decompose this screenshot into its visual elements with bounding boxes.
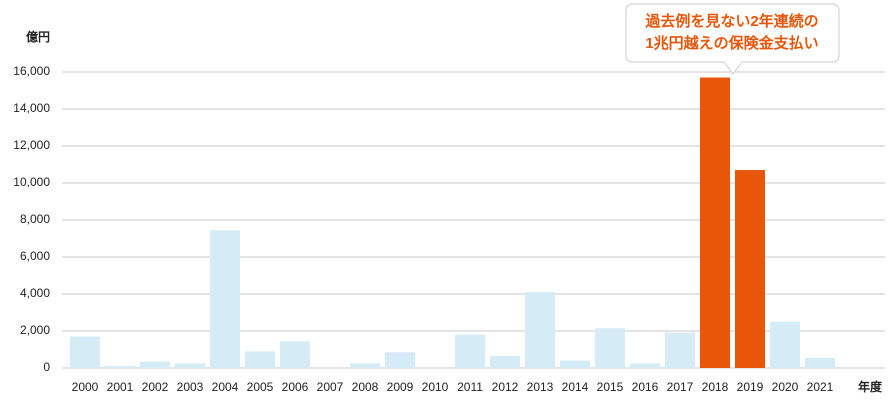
x-tick-label: 2006 [282, 380, 309, 394]
bar [490, 355, 520, 368]
x-tick-label: 2014 [562, 380, 589, 394]
bar [665, 332, 695, 368]
y-tick-label: 14,000 [13, 101, 50, 115]
annotation-line: 1兆円越えの保険金支払い [645, 34, 818, 52]
bar [560, 360, 590, 368]
x-tick-label: 2015 [597, 380, 624, 394]
x-tick-label: 2003 [177, 380, 204, 394]
y-tick-label: 0 [43, 360, 50, 374]
bar [385, 352, 415, 368]
bar [140, 361, 170, 368]
x-tick-label: 2013 [527, 380, 554, 394]
x-tick-label: 2007 [317, 380, 344, 394]
bar [735, 170, 765, 368]
x-tick-label: 2010 [422, 380, 449, 394]
y-axis-label: 億円 [26, 29, 50, 44]
x-tick-label: 2019 [737, 380, 764, 394]
y-tick-label: 12,000 [13, 138, 50, 152]
annotation-line: 過去例を見ない2年連続の [644, 12, 818, 30]
y-tick-label: 8,000 [20, 212, 50, 226]
bar [105, 366, 135, 368]
x-tick-label: 2020 [772, 380, 799, 394]
x-tick-label: 2001 [107, 380, 134, 394]
x-tick-label: 2017 [667, 380, 694, 394]
y-tick-label: 2,000 [20, 323, 50, 337]
x-tick-label: 2002 [142, 380, 169, 394]
y-tick-label: 4,000 [20, 286, 50, 300]
x-tick-label: 2009 [387, 380, 414, 394]
bar [175, 363, 205, 368]
bar [770, 321, 800, 368]
bar [525, 292, 555, 368]
callout-box [625, 3, 840, 75]
x-tick-label: 2008 [352, 380, 379, 394]
x-tick-label: 2016 [632, 380, 659, 394]
bar [805, 357, 835, 368]
bar [630, 363, 660, 368]
x-tick-label: 2021 [807, 380, 834, 394]
x-tick-label: 2012 [492, 380, 519, 394]
x-axis-label: 年度 [858, 379, 883, 394]
bar [280, 341, 310, 368]
bar [70, 336, 100, 368]
y-tick-label: 10,000 [13, 175, 50, 189]
bar [595, 328, 625, 368]
x-tick-label: 2011 [457, 380, 483, 394]
x-tick-label: 2018 [702, 380, 729, 394]
x-tick-label: 2000 [72, 380, 99, 394]
bar [245, 351, 275, 368]
x-tick-label: 2005 [247, 380, 274, 394]
bar [210, 230, 240, 368]
y-tick-label: 16,000 [13, 64, 50, 78]
bar [350, 363, 380, 368]
y-tick-label: 6,000 [20, 249, 50, 263]
bar [455, 334, 485, 368]
bar [700, 77, 730, 369]
x-tick-label: 2004 [212, 380, 239, 394]
